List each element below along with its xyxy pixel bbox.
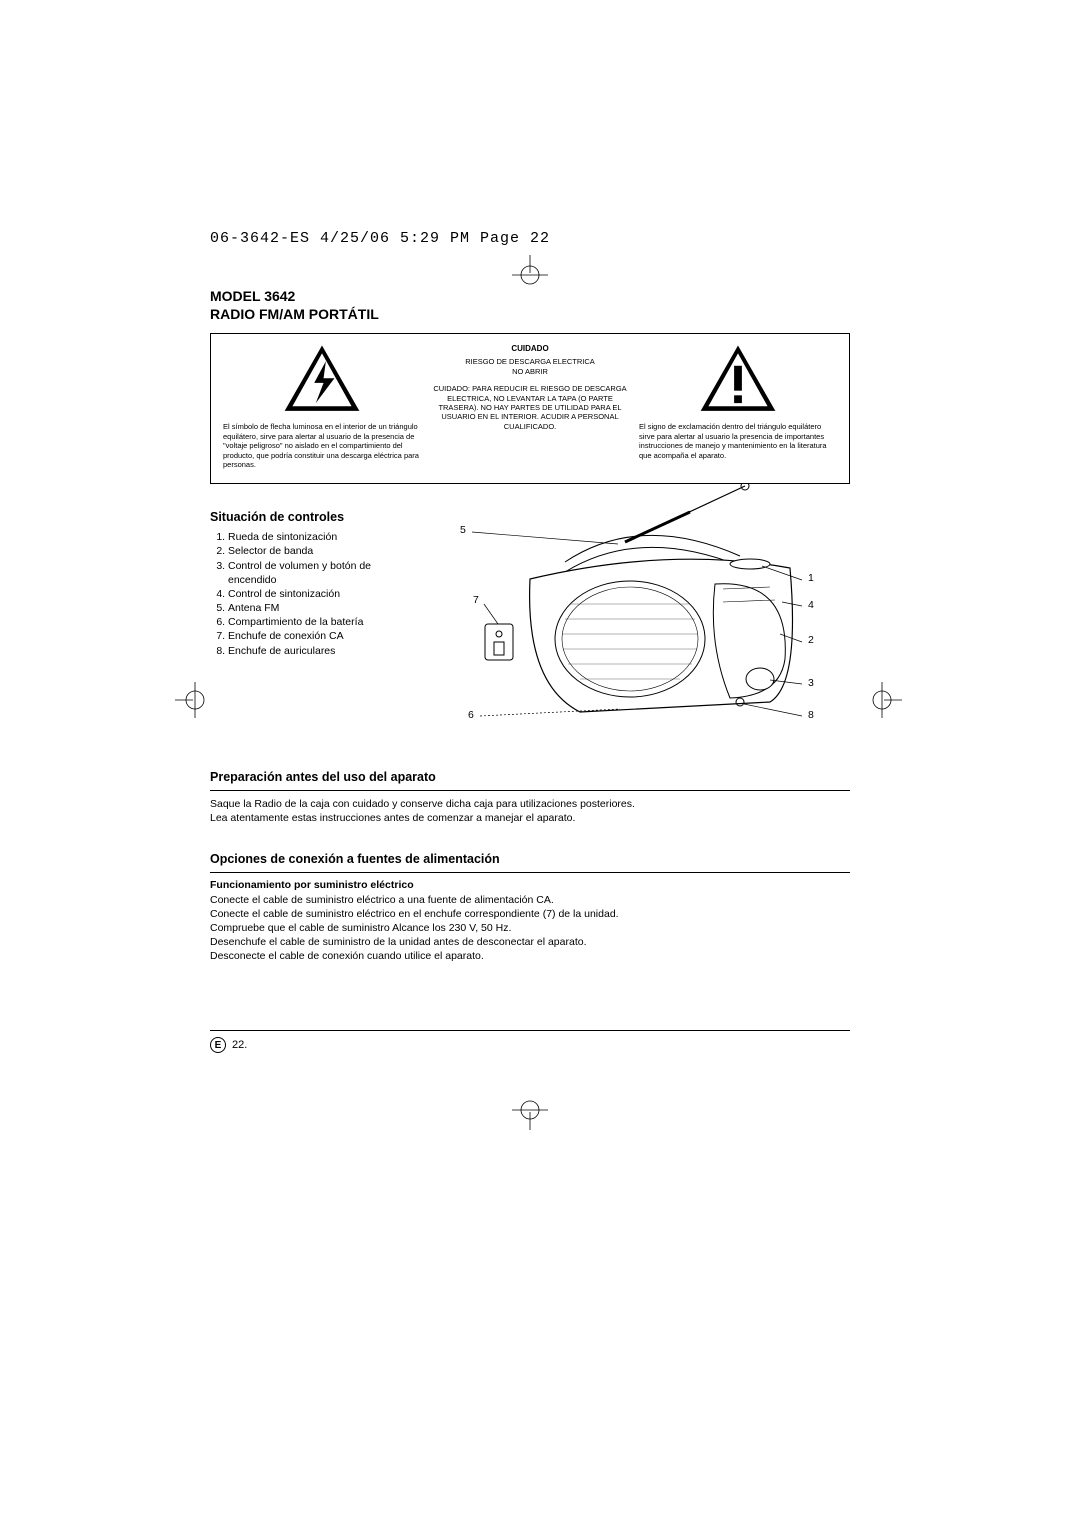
callout-2: 2 [808, 634, 814, 646]
callout-8: 8 [808, 709, 814, 721]
imposition-header: 06-3642-ES 4/25/06 5:29 PM Page 22 [210, 230, 850, 247]
model-number: MODEL 3642 [210, 287, 850, 305]
list-item: Control de sintonización [228, 587, 410, 601]
controls-section: Situación de controles Rueda de sintoniz… [210, 484, 850, 744]
warning-sub1: RIESGO DE DESCARGA ELECTRICA [431, 357, 629, 366]
controls-list: Rueda de sintonización Selector de banda… [210, 530, 410, 658]
prep-body: Saque la Radio de la caja con cuidado y … [210, 797, 850, 825]
warning-sub2: NO ABRIR [431, 367, 629, 376]
exclamation-triangle-icon [698, 344, 778, 414]
prep-heading: Preparación antes del uso del aparato [210, 770, 850, 784]
callout-4: 4 [808, 599, 814, 611]
page-footer: E 22. [210, 1030, 850, 1053]
callout-5: 5 [460, 524, 466, 536]
warning-center-body: CUIDADO: PARA REDUCIR EL RIESGO DE DESCA… [431, 384, 629, 431]
list-item: Enchufe de conexión CA [228, 629, 410, 643]
model-title: RADIO FM/AM PORTÁTIL [210, 305, 850, 323]
callout-6: 6 [468, 709, 474, 721]
warning-right-text: El signo de exclamación dentro del trián… [639, 422, 837, 460]
warning-title: CUIDADO [431, 344, 629, 354]
list-item: Selector de banda [228, 544, 410, 558]
list-item: Antena FM [228, 601, 410, 615]
rule [210, 872, 850, 873]
page-number: 22. [232, 1039, 247, 1051]
list-item: Control de volumen y botón de encendido [228, 559, 410, 587]
power-sub: Funcionamiento por suministro eléctrico [210, 879, 850, 891]
radio-illustration [440, 484, 840, 744]
list-item: Compartimiento de la batería [228, 615, 410, 629]
crop-mark-right [862, 680, 902, 725]
warning-center-col: CUIDADO RIESGO DE DESCARGA ELECTRICA NO … [431, 344, 629, 469]
power-heading: Opciones de conexión a fuentes de alimen… [210, 852, 850, 866]
model-heading: MODEL 3642 RADIO FM/AM PORTÁTIL [210, 287, 850, 323]
list-item: Rueda de sintonización [228, 530, 410, 544]
callout-7: 7 [473, 594, 479, 606]
manual-page: 06-3642-ES 4/25/06 5:29 PM Page 22 MODEL… [210, 230, 850, 963]
warning-left-text: El símbolo de flecha luminosa en el inte… [223, 422, 421, 469]
crop-mark-left [175, 680, 215, 725]
language-badge: E [210, 1037, 226, 1053]
list-item: Enchufe de auriculares [228, 644, 410, 658]
callout-1: 1 [808, 572, 814, 584]
radio-diagram: 5 7 6 1 4 2 3 8 [440, 484, 850, 744]
power-body: Conecte el cable de suministro eléctrico… [210, 893, 850, 964]
lightning-triangle-icon [282, 344, 362, 414]
controls-heading: Situación de controles [210, 510, 420, 524]
crop-mark-bottom [510, 1090, 550, 1135]
warning-left-col: El símbolo de flecha luminosa en el inte… [223, 344, 421, 469]
rule [210, 790, 850, 791]
warning-panel: El símbolo de flecha luminosa en el inte… [210, 333, 850, 484]
callout-3: 3 [808, 677, 814, 689]
warning-right-col: El signo de exclamación dentro del trián… [639, 344, 837, 469]
